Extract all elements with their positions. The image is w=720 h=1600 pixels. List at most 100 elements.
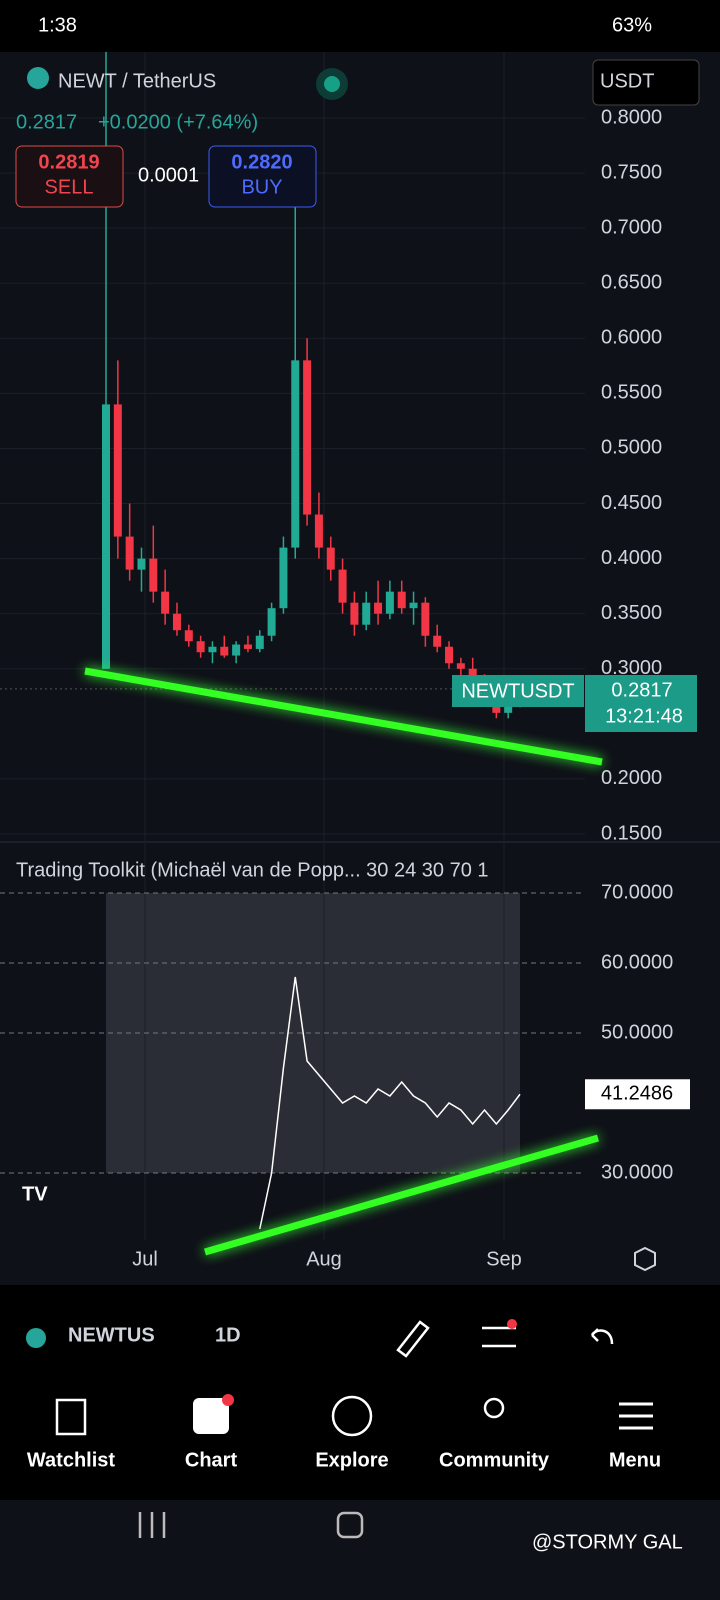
interval[interactable]: 1D (215, 1324, 241, 1346)
nav-icon[interactable] (483, 1397, 505, 1419)
candle-body (184, 630, 193, 642)
y-tick-label: 0.7000 (601, 216, 662, 238)
y-tick-label: 0.5000 (601, 437, 662, 459)
currency[interactable]: USDT (600, 70, 654, 92)
candle-body (255, 635, 264, 649)
candle-body (314, 514, 323, 548)
symbol: NEWT / TetherUS (58, 70, 216, 92)
candle-body (125, 536, 134, 570)
candle-body (456, 663, 465, 669)
candle-body (161, 591, 170, 614)
recents-button[interactable] (138, 1512, 166, 1538)
x-label: Jul (132, 1248, 158, 1270)
nav-label[interactable]: Community (439, 1449, 550, 1471)
candle-body (504, 701, 513, 713)
candle-body (338, 569, 347, 603)
draw-icon[interactable] (396, 1320, 430, 1358)
y-tick-label: 0.3500 (601, 602, 662, 624)
badge (507, 1319, 517, 1329)
y-tick-label: 0.5500 (601, 382, 662, 404)
nav-label[interactable]: Explore (315, 1449, 388, 1471)
buy-label[interactable]: BUY (241, 176, 282, 198)
status-time: 1:38 (38, 14, 77, 36)
sell-label[interactable]: SELL (45, 176, 94, 198)
candle-body (232, 644, 241, 656)
candle-body (196, 641, 205, 653)
battery: 63% (612, 14, 652, 36)
y-tick-label: 30.0000 (601, 1161, 673, 1183)
candle-body (279, 547, 288, 609)
price-tag (585, 675, 697, 732)
candle-body (137, 558, 146, 570)
nav-icon[interactable] (331, 1395, 373, 1437)
y-tick-label: 0.6000 (601, 327, 662, 349)
trend-line (84, 667, 603, 766)
candle-body (362, 602, 371, 625)
candle-body (102, 404, 110, 669)
candle-body (267, 608, 276, 636)
candle-body (433, 635, 442, 647)
candle-body (385, 591, 394, 614)
indicator-band (106, 893, 520, 1173)
candle-body (303, 360, 312, 515)
indicator-title: Trading Toolkit (Michaël van de Popp... … (16, 859, 489, 881)
candle-body (445, 646, 454, 664)
trend-line (204, 1134, 599, 1256)
candle-body (468, 668, 477, 680)
coin-icon (26, 1328, 46, 1348)
nav-icon[interactable] (193, 1398, 229, 1434)
y-tick-label: 70.0000 (601, 881, 673, 903)
indicator-tag (585, 1079, 690, 1110)
candle-body (409, 602, 418, 609)
candle-body (208, 646, 217, 653)
nav-icon[interactable] (619, 1402, 653, 1430)
watermark: @STORMY GAL (532, 1531, 683, 1553)
change: +0.0200 (+7.64%) (98, 111, 258, 133)
y-tick-label: 0.1500 (601, 822, 662, 844)
candle-body (149, 558, 158, 592)
sell-price[interactable]: 0.2819 (38, 151, 99, 173)
y-tick-label: 0.8000 (601, 106, 662, 128)
y-tick-label: 50.0000 (601, 1021, 673, 1043)
y-tick-label: 60.0000 (601, 951, 673, 973)
coin-icon (27, 67, 49, 89)
currency-select[interactable] (592, 59, 700, 106)
undo-icon[interactable] (590, 1328, 614, 1345)
candle-body (374, 602, 383, 614)
candle-body (220, 646, 229, 656)
y-tick-label: 0.6500 (601, 272, 662, 294)
y-tick-label: 0.2000 (601, 767, 662, 789)
countdown: 13:21:48 (605, 705, 683, 727)
badge (222, 1394, 234, 1406)
candle-body (172, 613, 181, 631)
candle-body (421, 602, 430, 636)
symbol-tag (452, 675, 584, 707)
sell-button[interactable] (15, 145, 124, 208)
y-tick-label: 0.4500 (601, 492, 662, 514)
candle-body (397, 591, 406, 609)
settings-icon[interactable] (634, 1246, 656, 1272)
y-tick-label: 0.3000 (601, 657, 662, 679)
tv-logo: TV (22, 1183, 48, 1205)
status-bar (0, 0, 720, 52)
home-button[interactable] (336, 1511, 364, 1539)
indicator-line (259, 976, 521, 1230)
status-dot (324, 76, 340, 92)
candle-body (113, 404, 122, 537)
nav-label[interactable]: Menu (609, 1449, 661, 1471)
candle-body (243, 644, 252, 649)
nav-icon[interactable] (55, 1398, 87, 1436)
candle-body (326, 547, 335, 570)
candle-body (291, 360, 300, 548)
buy-price[interactable]: 0.2820 (231, 151, 292, 173)
toolbar (0, 1285, 720, 1385)
x-label: Aug (306, 1248, 342, 1270)
nav-label[interactable]: Chart (185, 1449, 238, 1471)
toolbar-symbol[interactable]: NEWTUS (68, 1324, 155, 1346)
last-price: 0.2817 (16, 111, 77, 133)
nav-bar (0, 1385, 720, 1500)
nav-label[interactable]: Watchlist (27, 1449, 115, 1471)
buy-button[interactable] (208, 145, 317, 208)
